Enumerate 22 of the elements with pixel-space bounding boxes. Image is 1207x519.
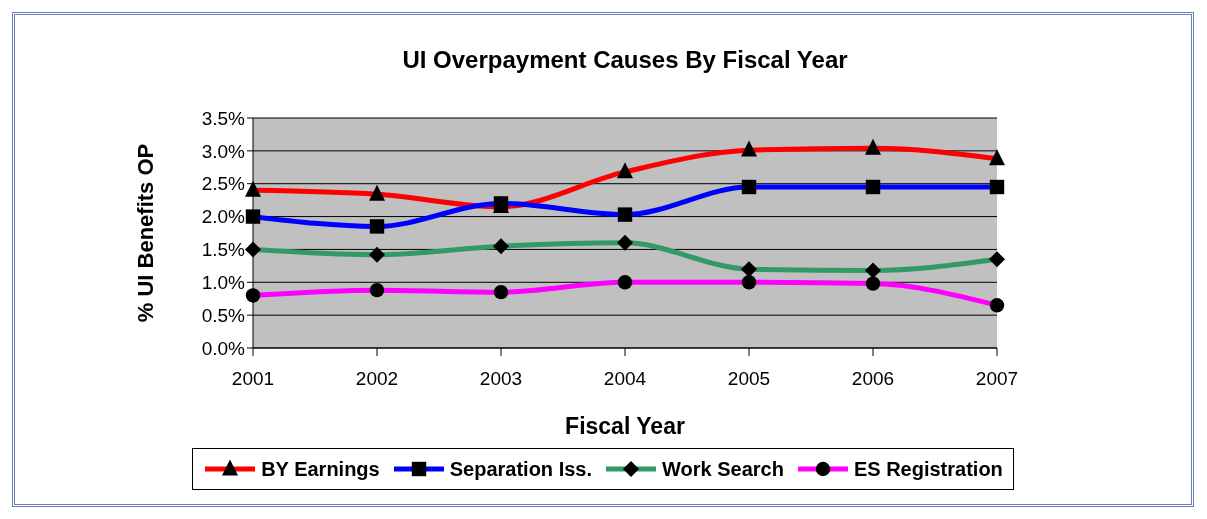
legend-label: Separation Iss. [449, 457, 592, 481]
x-tick-label: 2006 [851, 368, 895, 390]
y-tick-label: 3.5% [201, 107, 246, 129]
chart-title: UI Overpayment Causes By Fiscal Year [401, 46, 849, 74]
y-tick-label: 0.0% [201, 337, 246, 359]
y-tick-label: 0.5% [201, 304, 246, 326]
legend-label: Work Search [662, 457, 784, 481]
y-tick-label: 2.5% [201, 173, 246, 195]
y-axis-title: % UI Benefits OP [132, 143, 158, 323]
x-tick-label: 2002 [355, 368, 399, 390]
y-tick-label: 1.0% [201, 272, 246, 294]
y-tick-label: 2.0% [201, 206, 246, 228]
x-tick-label: 2004 [603, 368, 647, 390]
x-tick-label: 2005 [727, 368, 771, 390]
x-tick-label: 2001 [231, 368, 275, 390]
legend-label: ES Registration [853, 457, 1003, 481]
y-tick-label: 1.5% [201, 239, 246, 261]
x-tick-label: 2007 [975, 368, 1019, 390]
legend-label: BY Earnings [261, 457, 380, 481]
x-tick-label: 2003 [479, 368, 523, 390]
x-axis-title: Fiscal Year [564, 413, 686, 440]
y-tick-label: 3.0% [201, 140, 246, 162]
